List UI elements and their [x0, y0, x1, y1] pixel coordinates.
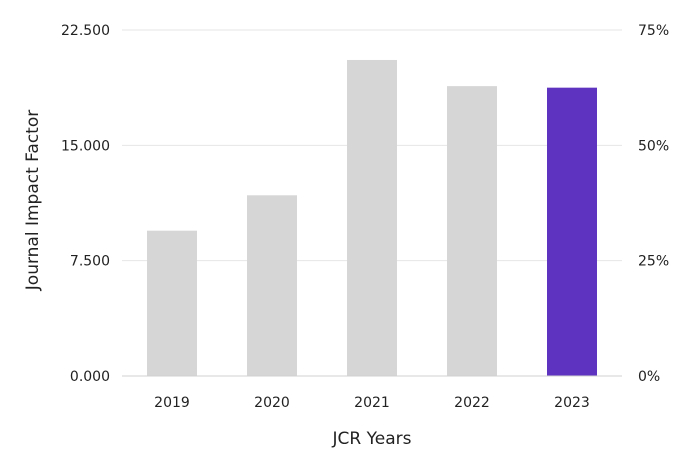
x-tick-label: 2019: [154, 395, 190, 411]
bar-2022[interactable]: [447, 86, 497, 376]
y2-tick-label: 0%: [638, 369, 660, 385]
y2-tick-label: 75%: [638, 23, 669, 39]
x-axis-ticks: 2019 2020 2021 2022 2023: [154, 395, 590, 411]
bar-2021[interactable]: [347, 59, 397, 377]
bar-2023[interactable]: [547, 87, 597, 377]
x-axis-title: JCR Years: [332, 429, 412, 449]
y-tick-label: 22.500: [61, 23, 110, 39]
bar-2020[interactable]: [247, 195, 297, 376]
y-tick-label: 7.500: [70, 254, 110, 270]
x-tick-label: 2022: [454, 395, 490, 411]
y-axis-ticks-left: 0.000 7.500 15.000 22.500: [61, 23, 110, 385]
y-axis-ticks-right: 0% 25% 50% 75%: [638, 23, 669, 385]
y2-tick-label: 25%: [638, 254, 669, 270]
y2-tick-label: 50%: [638, 138, 669, 154]
y-tick-label: 0.000: [70, 369, 110, 385]
x-tick-label: 2021: [354, 395, 390, 411]
bars: [147, 59, 597, 377]
y-axis-title: Journal Impact Factor: [23, 110, 43, 291]
bar-2019[interactable]: [147, 230, 197, 376]
x-tick-label: 2020: [254, 395, 290, 411]
y-tick-label: 15.000: [61, 138, 110, 154]
x-tick-label: 2023: [554, 395, 590, 411]
